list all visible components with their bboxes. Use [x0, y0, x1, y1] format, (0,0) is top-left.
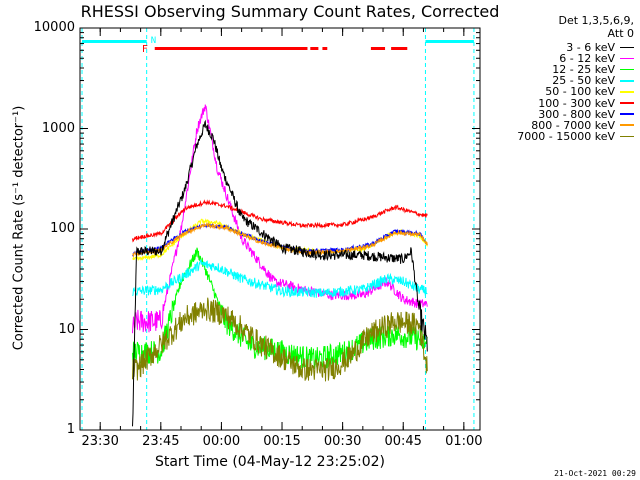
legend: 3 - 6 keV 6 - 12 keV 12 - 25 keV 25 - 50 ke… [517, 41, 634, 143]
legend-entry-label: 6 - 12 keV [559, 52, 615, 66]
f-flag-label: F [142, 44, 148, 55]
legend-entry: 800 - 7000 keV [517, 118, 634, 132]
plot-frame [79, 27, 481, 431]
flare-flag-bar [370, 47, 386, 50]
legend-entry: 100 - 300 keV [517, 96, 634, 110]
legend-entry-label: 12 - 25 keV [552, 63, 615, 77]
trace-7000to15000keV [132, 297, 428, 382]
legend-header: Det 1,3,5,6,9, Att 0 [558, 14, 634, 40]
legend-entry-label: 7000 - 15000 keV [517, 129, 615, 143]
legend-header-attenuator: Att 0 [607, 27, 634, 40]
legend-entry: 12 - 25 keV [517, 63, 634, 77]
legend-entry-label: 300 - 800 keV [538, 107, 615, 121]
flare-flag-bar [322, 47, 328, 50]
flare-flag-bar [310, 47, 319, 50]
legend-entry-label: 25 - 50 keV [552, 74, 615, 88]
legend-swatch [620, 46, 634, 49]
legend-entry: 7000 - 15000 keV [517, 129, 634, 143]
x-tick-label: 00:30 [323, 434, 362, 449]
legend-swatch [620, 68, 634, 71]
flare-flag-bar [154, 47, 308, 50]
legend-header-detectors: Det 1,3,5,6,9, [558, 14, 634, 27]
x-tick-label: 01:00 [445, 434, 483, 449]
trace-25to50keV [132, 259, 428, 298]
legend-swatch [620, 80, 634, 82]
legend-entry-label: 3 - 6 keV [566, 41, 615, 55]
x-tick-label: 23:45 [142, 434, 180, 449]
legend-swatch [620, 91, 634, 93]
legend-entry: 25 - 50 keV [517, 74, 634, 88]
legend-entry: 50 - 100 keV [517, 85, 634, 99]
x-tick-label: 23:30 [81, 434, 119, 449]
x-tick-label: 00:00 [202, 434, 241, 449]
legend-entry-label: 50 - 100 keV [545, 85, 615, 99]
legend-entry: 6 - 12 keV [517, 52, 634, 66]
legend-entry-label: 100 - 300 keV [538, 96, 615, 110]
trace-800to7000keV [132, 222, 428, 257]
legend-swatch [620, 57, 634, 60]
legend-entry-label: 800 - 7000 keV [531, 118, 615, 132]
x-axis-label: Start Time (04-May-12 23:25:02) [154, 454, 386, 470]
y-tick-label: 10000 [33, 20, 75, 35]
legend-entry: 3 - 6 keV [517, 41, 634, 55]
y-tick-label: 100 [50, 221, 75, 236]
legend-swatch [620, 113, 634, 115]
x-tick-label: 00:45 [384, 434, 422, 449]
trace-3to6keV [132, 119, 428, 427]
y-tick-label: 1000 [41, 120, 75, 136]
n-flag-label: N [151, 36, 156, 46]
flare-flag-bar [391, 47, 408, 50]
y-tick-label: 10 [58, 321, 75, 337]
legend-swatch [620, 124, 634, 126]
trace-100to300keV [132, 199, 428, 243]
night-flag-bar [425, 40, 474, 43]
y-tick-label: 1 [66, 422, 75, 437]
night-flag-bar [82, 40, 147, 43]
observing-flags: NF [81, 28, 475, 430]
legend-swatch [620, 135, 634, 138]
footer-timestamp: 21-Oct-2021 00:29 [554, 469, 636, 478]
trace-6to12keV [132, 104, 428, 334]
legend-swatch [620, 102, 634, 104]
legend-entry: 300 - 800 keV [517, 107, 634, 121]
x-tick-label: 00:15 [263, 434, 301, 449]
count-rate-traces [132, 104, 428, 427]
chart-title: RHESSI Observing Summary Count Rates, Co… [80, 2, 500, 21]
